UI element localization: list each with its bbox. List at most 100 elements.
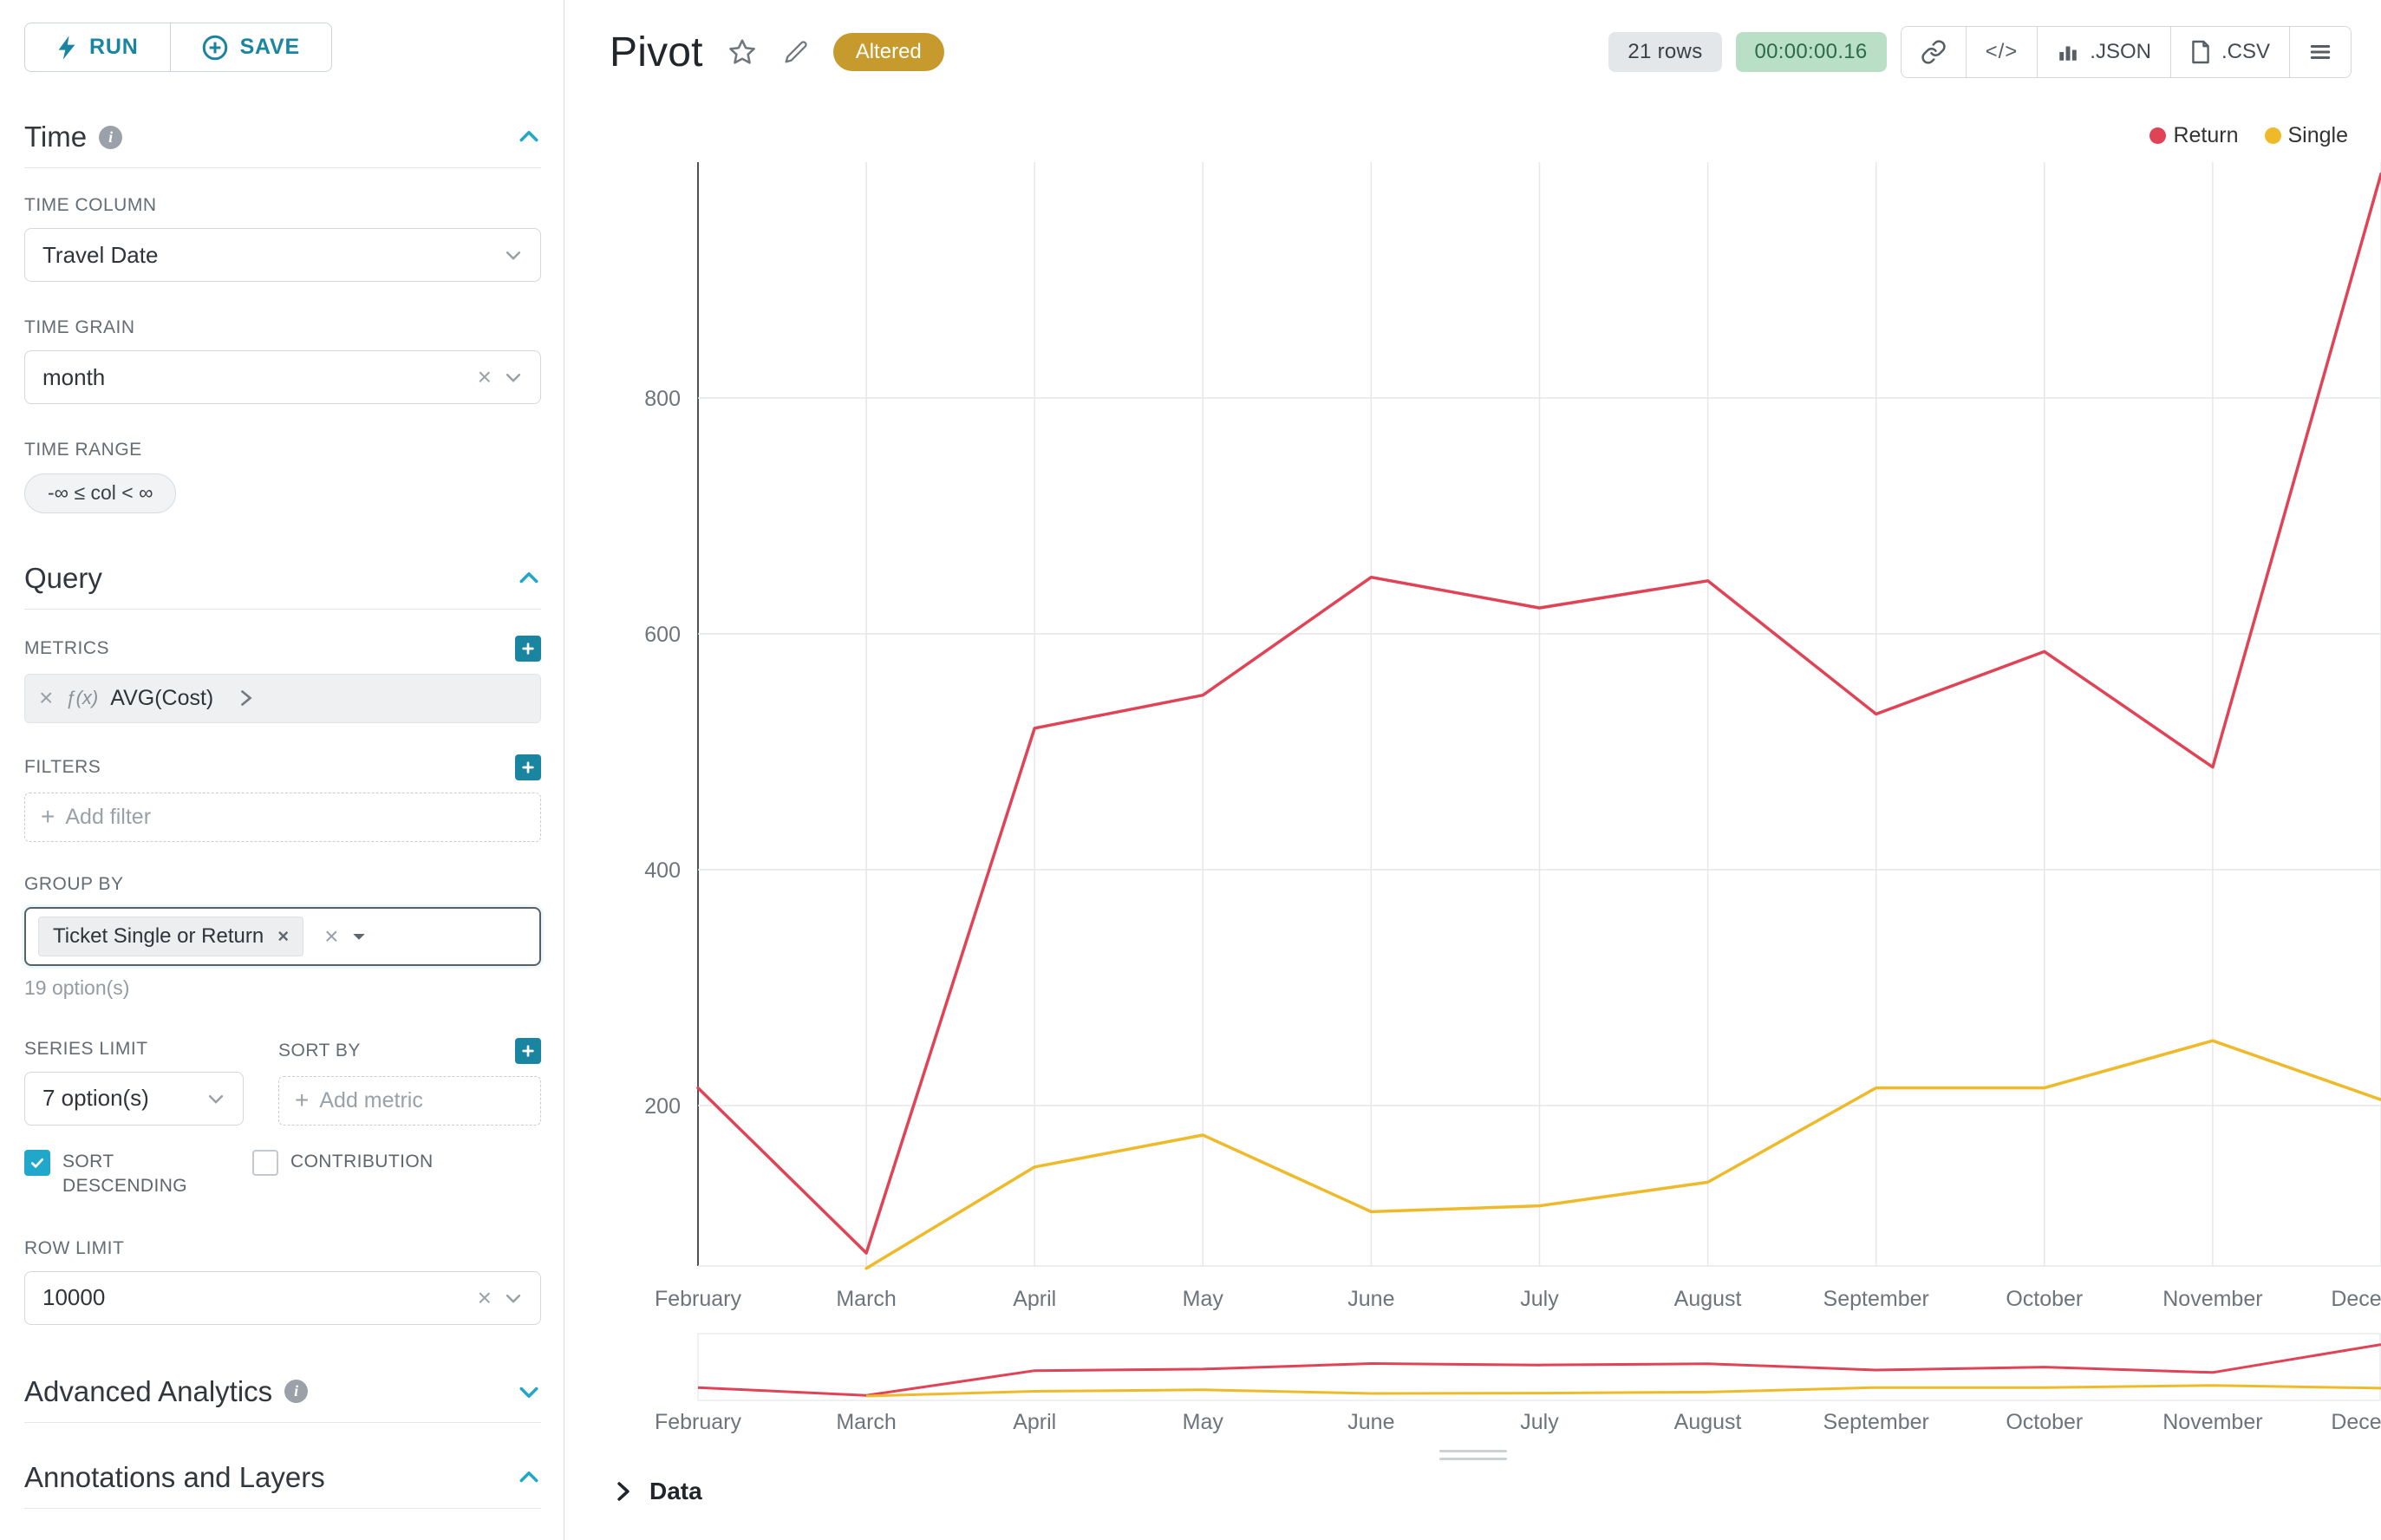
time-grain-select[interactable]: month × [24, 350, 541, 405]
time-range-control: TIME RANGE -∞ ≤ col < ∞ [24, 439, 541, 513]
chevron-down-icon [506, 251, 521, 261]
sort-descending-checkbox[interactable] [24, 1149, 50, 1176]
add-metric-button[interactable] [515, 635, 541, 662]
bar-chart-icon [2059, 46, 2078, 61]
svg-text:August: August [1674, 1287, 1742, 1311]
svg-text:November: November [2162, 1410, 2262, 1434]
legend-dot [2264, 127, 2281, 144]
altered-badge-label: Altered [855, 40, 922, 63]
chevron-right-icon [241, 690, 252, 706]
add-filter-button[interactable] [515, 754, 541, 780]
svg-text:April: April [1013, 1410, 1056, 1434]
chart-panel: Pivot Altered 21 rows 00:00:00.16 [564, 0, 2381, 1540]
time-grain-value: month [42, 363, 106, 390]
title-wrap: Pivot Altered [610, 29, 944, 76]
svg-text:May: May [1183, 1287, 1224, 1311]
plus-icon [522, 760, 534, 773]
query-section: Query METRICS × ƒ(x) AVG(Cost) [24, 562, 541, 1325]
series-limit-control: SERIES LIMIT 7 option(s) [24, 1038, 244, 1126]
add-sort-metric-button[interactable] [515, 1037, 541, 1064]
group-by-label: GROUP BY [24, 873, 124, 894]
contribution-label: CONTRIBUTION [290, 1151, 434, 1171]
add-metric-placeholder: Add metric [319, 1087, 423, 1113]
clear-icon[interactable]: × [324, 922, 339, 949]
chart-title: Pivot [610, 29, 703, 75]
add-filter-placeholder: Add filter [65, 804, 152, 829]
svg-text:March: March [836, 1410, 896, 1434]
altered-badge[interactable]: Altered [832, 33, 944, 71]
group-by-select[interactable]: Ticket Single or Return × × [24, 906, 541, 966]
data-expander-label: Data [649, 1478, 702, 1504]
favorite-star-button[interactable] [726, 36, 759, 69]
plus-icon [522, 642, 534, 655]
svg-text:April: April [1013, 1287, 1056, 1311]
range-selector-chart[interactable]: February March April May June July August Septe… [564, 1327, 2381, 1439]
remove-metric-icon[interactable]: × [39, 684, 54, 712]
svg-text:400: 400 [644, 858, 681, 883]
query-section-header[interactable]: Query [24, 562, 541, 610]
svg-text:May: May [1183, 1410, 1224, 1434]
svg-text:March: March [836, 1287, 896, 1311]
edit-title-button[interactable] [781, 37, 811, 67]
row-limit-control: ROW LIMIT 10000 × [24, 1237, 541, 1325]
add-sort-metric-dropzone[interactable]: + Add metric [278, 1075, 541, 1126]
run-save-group: RUN SAVE [24, 23, 541, 72]
export-csv-button[interactable]: .CSV [2169, 27, 2289, 77]
copy-link-button[interactable] [1901, 27, 1966, 77]
remove-tag-icon[interactable]: × [277, 924, 290, 947]
query-section-title: Query [24, 561, 102, 594]
contribution-checkbox[interactable] [252, 1149, 278, 1176]
metric-chip[interactable]: × ƒ(x) AVG(Cost) [24, 673, 541, 723]
row-count-badge: 21 rows [1608, 32, 1722, 72]
row-limit-value: 10000 [42, 1284, 106, 1311]
svg-text:600: 600 [644, 623, 681, 647]
row-limit-label: ROW LIMIT [24, 1237, 125, 1258]
save-button[interactable]: SAVE [170, 23, 333, 72]
svg-text:July: July [1520, 1410, 1559, 1434]
export-json-button[interactable]: .JSON [2037, 27, 2170, 77]
series-limit-label: SERIES LIMIT [24, 1038, 148, 1059]
clear-icon[interactable]: × [477, 363, 492, 391]
resize-handle[interactable] [564, 1439, 2381, 1471]
line-chart[interactable]: 200 400 600 800 February March April May June Jul… [564, 104, 2381, 1318]
advanced-analytics-title: Advanced Analytics [24, 1374, 273, 1407]
svg-text:December: December [2331, 1410, 2381, 1434]
clear-icon[interactable]: × [477, 1283, 492, 1311]
legend-dot [2149, 127, 2167, 144]
sort-descending-option[interactable]: SORT DESCENDING [24, 1149, 214, 1199]
data-expander[interactable]: Data [564, 1478, 2381, 1505]
row-limit-select[interactable]: 10000 × [24, 1270, 541, 1325]
chevron-down-icon [506, 1294, 521, 1303]
advanced-analytics-header[interactable]: Advanced Analytics i [24, 1375, 541, 1423]
chevron-down-icon [208, 1094, 224, 1104]
time-column-value: Travel Date [42, 241, 159, 268]
time-section: Time i TIME COLUMN Travel Date TIME GRAI… [24, 121, 541, 513]
annotations-header[interactable]: Annotations and Layers [24, 1461, 541, 1509]
sort-descending-label: SORT DESCENDING [62, 1151, 188, 1197]
csv-label: .CSV [2221, 40, 2270, 63]
time-grain-label: TIME GRAIN [24, 317, 135, 338]
series-limit-select[interactable]: 7 option(s) [24, 1071, 244, 1126]
chevron-up-icon [519, 131, 538, 142]
run-button[interactable]: RUN [24, 23, 171, 72]
time-section-header[interactable]: Time i [24, 121, 541, 168]
save-label: SAVE [239, 35, 301, 59]
time-column-select[interactable]: Travel Date [24, 228, 541, 283]
check-icon [31, 1158, 43, 1168]
contribution-option[interactable]: CONTRIBUTION [252, 1149, 434, 1199]
legend-item[interactable]: Single [2264, 123, 2348, 148]
add-filter-dropzone[interactable]: + Add filter [24, 792, 541, 842]
chevron-down-icon [519, 1387, 538, 1398]
svg-text:July: July [1520, 1287, 1559, 1311]
time-range-pill[interactable]: -∞ ≤ col < ∞ [24, 473, 177, 513]
query-timer-badge: 00:00:00.16 [1735, 32, 1887, 72]
group-by-tag: Ticket Single or Return × [38, 916, 304, 956]
legend-item[interactable]: Return [2149, 123, 2239, 148]
view-query-button[interactable]: </> [1965, 27, 2038, 77]
time-section-title: Time [24, 121, 88, 153]
series-limit-value: 7 option(s) [42, 1085, 149, 1112]
svg-text:February: February [655, 1410, 742, 1434]
caret-right-icon [617, 1482, 629, 1501]
chart-menu-button[interactable] [2289, 27, 2351, 77]
